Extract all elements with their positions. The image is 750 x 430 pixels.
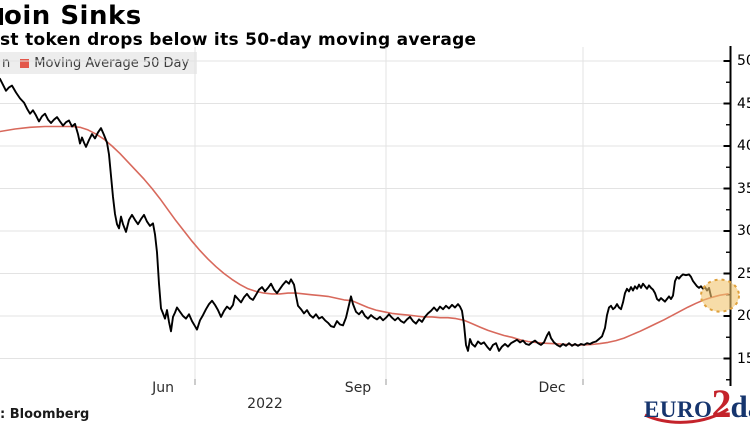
y-tick-label: 35 bbox=[737, 180, 750, 197]
logo-swoosh-icon bbox=[644, 407, 729, 424]
y-tick-label: 15 bbox=[737, 350, 750, 367]
x-axis-year-label: 2022 bbox=[247, 396, 283, 412]
source-note: : Bloomberg bbox=[0, 407, 90, 422]
y-tick-label: 45 bbox=[737, 95, 750, 112]
chart-subtitle: st token drops below its 50-day moving a… bbox=[0, 30, 477, 50]
title-clipped-letter bbox=[0, 8, 3, 25]
price-line bbox=[0, 77, 712, 352]
chart-legend: n Moving Average 50 Day bbox=[0, 52, 198, 74]
euro2day-watermark: EURO 2 day bbox=[644, 382, 750, 430]
y-tick-label: 25 bbox=[737, 265, 750, 282]
moving-average-line bbox=[0, 125, 729, 346]
y-tick-label: 30 bbox=[737, 223, 750, 239]
y-tick-label: 20 bbox=[737, 308, 750, 324]
y-tick-label: 50 bbox=[737, 53, 750, 69]
chart-title: oin Sinks bbox=[4, 1, 142, 31]
crossover-highlight-circle bbox=[700, 278, 740, 313]
logo-text-2: 2 bbox=[711, 382, 732, 426]
y-tick-label: 40 bbox=[737, 138, 750, 154]
logo-text-euro: EURO bbox=[644, 397, 713, 422]
legend-series2-label: Moving Average 50 Day bbox=[34, 55, 190, 71]
moving-average-legend-swatch bbox=[20, 58, 30, 68]
x-tick-label: Sep bbox=[344, 380, 372, 396]
x-tick-label: Jun bbox=[152, 380, 174, 396]
legend-series1-label-partial: n bbox=[2, 55, 11, 71]
x-tick-label: Dec bbox=[538, 380, 566, 396]
logo-text-day: day bbox=[730, 389, 750, 424]
